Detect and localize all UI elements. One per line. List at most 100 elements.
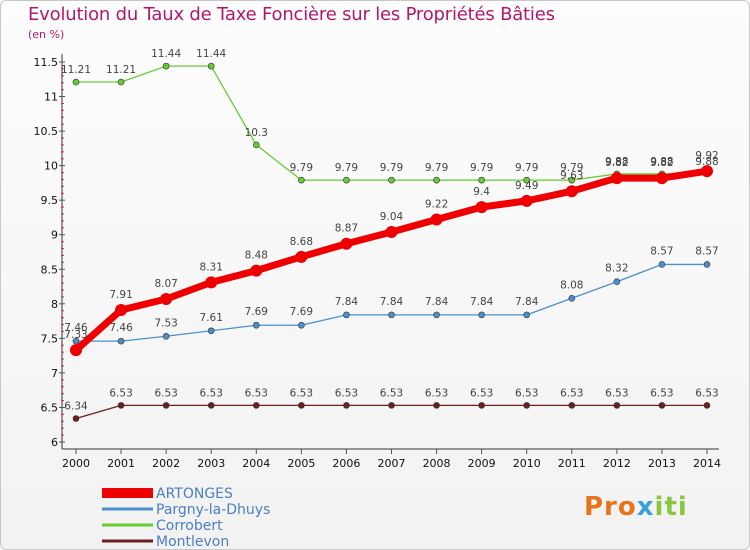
data-label-pargny-la-dhuys: 7.69 xyxy=(245,306,268,318)
data-point-artonges xyxy=(655,172,668,185)
data-label-pargny-la-dhuys: 8.08 xyxy=(560,279,583,291)
data-label-artonges: 9.92 xyxy=(695,150,718,162)
data-point-artonges xyxy=(430,213,443,226)
logo-text-b: iti xyxy=(654,492,688,522)
y-tick-label: 7 xyxy=(51,367,58,380)
data-point-artonges xyxy=(70,344,82,357)
x-tick-label: 2005 xyxy=(287,457,315,470)
data-point-montlevon xyxy=(433,402,440,409)
data-point-pargny-la-dhuys xyxy=(703,261,711,268)
data-label-artonges: 7.33 xyxy=(64,329,87,341)
legend-swatch xyxy=(102,523,153,527)
series-layer xyxy=(70,62,713,422)
data-point-artonges xyxy=(475,201,488,214)
axes: 6 6.5 7 7.5 8 8.5 9 9.5 10 10.5 11 11.5 2000 2001 2002… xyxy=(34,54,721,470)
data-point-artonges xyxy=(295,250,308,263)
data-label-artonges: 9.63 xyxy=(560,170,583,182)
legend-label: Pargny-la-Dhuys xyxy=(156,502,270,518)
x-tick-label: 2002 xyxy=(152,457,180,470)
data-label-pargny-la-dhuys: 7.84 xyxy=(425,296,449,308)
data-point-montlevon xyxy=(523,402,531,409)
data-label-corrobert: 9.79 xyxy=(560,162,583,174)
data-label-montlevon: 6.53 xyxy=(605,387,628,399)
logo-text-x: x xyxy=(636,492,655,522)
data-point-pargny-la-dhuys xyxy=(252,321,260,329)
x-tick-label: 2003 xyxy=(197,457,225,470)
data-point-artonges xyxy=(115,304,128,317)
data-label-montlevon: 6.53 xyxy=(200,387,223,399)
data-label-artonges: 8.07 xyxy=(154,278,177,290)
data-point-corrobert xyxy=(343,176,350,184)
legend-swatch xyxy=(102,507,153,511)
proxiti-logo: Proxiti xyxy=(584,492,688,522)
data-label-corrobert: 11.44 xyxy=(151,48,181,60)
x-tick-label: 2009 xyxy=(468,457,496,470)
data-label-artonges: 7.91 xyxy=(109,289,132,301)
data-point-corrobert xyxy=(298,176,305,184)
data-point-montlevon xyxy=(72,415,80,422)
data-label-montlevon: 6.53 xyxy=(650,387,673,399)
data-label-corrobert: 11.44 xyxy=(196,48,226,60)
x-tick-label: 2013 xyxy=(648,457,676,470)
data-point-montlevon xyxy=(343,402,350,409)
data-point-corrobert xyxy=(478,176,485,184)
data-point-montlevon xyxy=(388,402,395,409)
data-point-pargny-la-dhuys xyxy=(162,332,170,340)
data-label-corrobert: 10.3 xyxy=(245,127,268,139)
data-label-montlevon: 6.53 xyxy=(425,387,448,399)
data-point-pargny-la-dhuys xyxy=(613,278,621,286)
x-tick-label: 2010 xyxy=(513,457,541,470)
data-label-artonges: 8.87 xyxy=(335,223,358,235)
data-point-pargny-la-dhuys xyxy=(298,321,305,329)
data-label-corrobert: 9.79 xyxy=(380,162,403,174)
x-tick-label: 2011 xyxy=(558,457,586,470)
data-label-pargny-la-dhuys: 7.84 xyxy=(335,296,359,308)
y-tick-label: 10 xyxy=(44,160,58,173)
y-tick-label: 11 xyxy=(44,91,58,104)
y-tick-label: 6 xyxy=(51,436,58,449)
data-label-pargny-la-dhuys: 7.84 xyxy=(470,296,494,308)
legend-label: Corrobert xyxy=(156,518,223,534)
data-point-corrobert xyxy=(568,176,576,184)
data-point-montlevon xyxy=(298,402,305,409)
x-tick-label: 2014 xyxy=(693,457,721,470)
data-label-montlevon: 6.53 xyxy=(470,387,493,399)
data-label-montlevon: 6.53 xyxy=(154,387,177,399)
y-tick-label: 6.5 xyxy=(41,401,59,414)
data-point-artonges xyxy=(205,276,218,289)
data-point-artonges xyxy=(385,225,398,238)
data-label-montlevon: 6.53 xyxy=(560,387,583,399)
legend-label: Montlevon xyxy=(156,534,229,550)
data-point-corrobert xyxy=(523,176,531,184)
y-unit-label: (en %) xyxy=(28,28,65,41)
data-point-montlevon xyxy=(478,402,485,409)
data-label-pargny-la-dhuys: 7.46 xyxy=(64,322,88,334)
data-label-artonges: 8.31 xyxy=(200,261,223,273)
data-point-pargny-la-dhuys xyxy=(433,311,440,319)
data-point-artonges xyxy=(701,165,713,178)
x-tick-label: 2007 xyxy=(378,457,406,470)
data-point-montlevon xyxy=(117,402,125,409)
data-point-montlevon xyxy=(613,402,621,409)
legend-swatch xyxy=(102,539,153,543)
data-label-corrobert: 9.79 xyxy=(470,162,493,174)
data-label-corrobert: 9.88 xyxy=(650,156,673,168)
data-label-pargny-la-dhuys: 7.84 xyxy=(515,296,539,308)
data-point-montlevon xyxy=(658,402,666,409)
logo-text-a: Pro xyxy=(584,492,637,522)
data-point-artonges xyxy=(160,292,173,305)
data-label-montlevon: 6.53 xyxy=(290,387,313,399)
data-label-artonges: 9.4 xyxy=(473,186,490,198)
data-point-artonges xyxy=(250,264,263,277)
data-label-montlevon: 6.53 xyxy=(109,387,132,399)
y-tick-label: 10.5 xyxy=(34,125,59,138)
data-label-corrobert: 9.79 xyxy=(425,162,448,174)
x-tick-label: 2001 xyxy=(107,457,135,470)
data-label-artonges: 9.82 xyxy=(650,157,673,169)
data-point-pargny-la-dhuys xyxy=(568,294,576,302)
data-point-pargny-la-dhuys xyxy=(523,311,531,319)
data-point-pargny-la-dhuys xyxy=(117,337,125,345)
data-point-corrobert xyxy=(388,176,395,184)
y-tick-label: 8 xyxy=(51,298,58,311)
data-label-corrobert: 9.88 xyxy=(605,156,628,168)
